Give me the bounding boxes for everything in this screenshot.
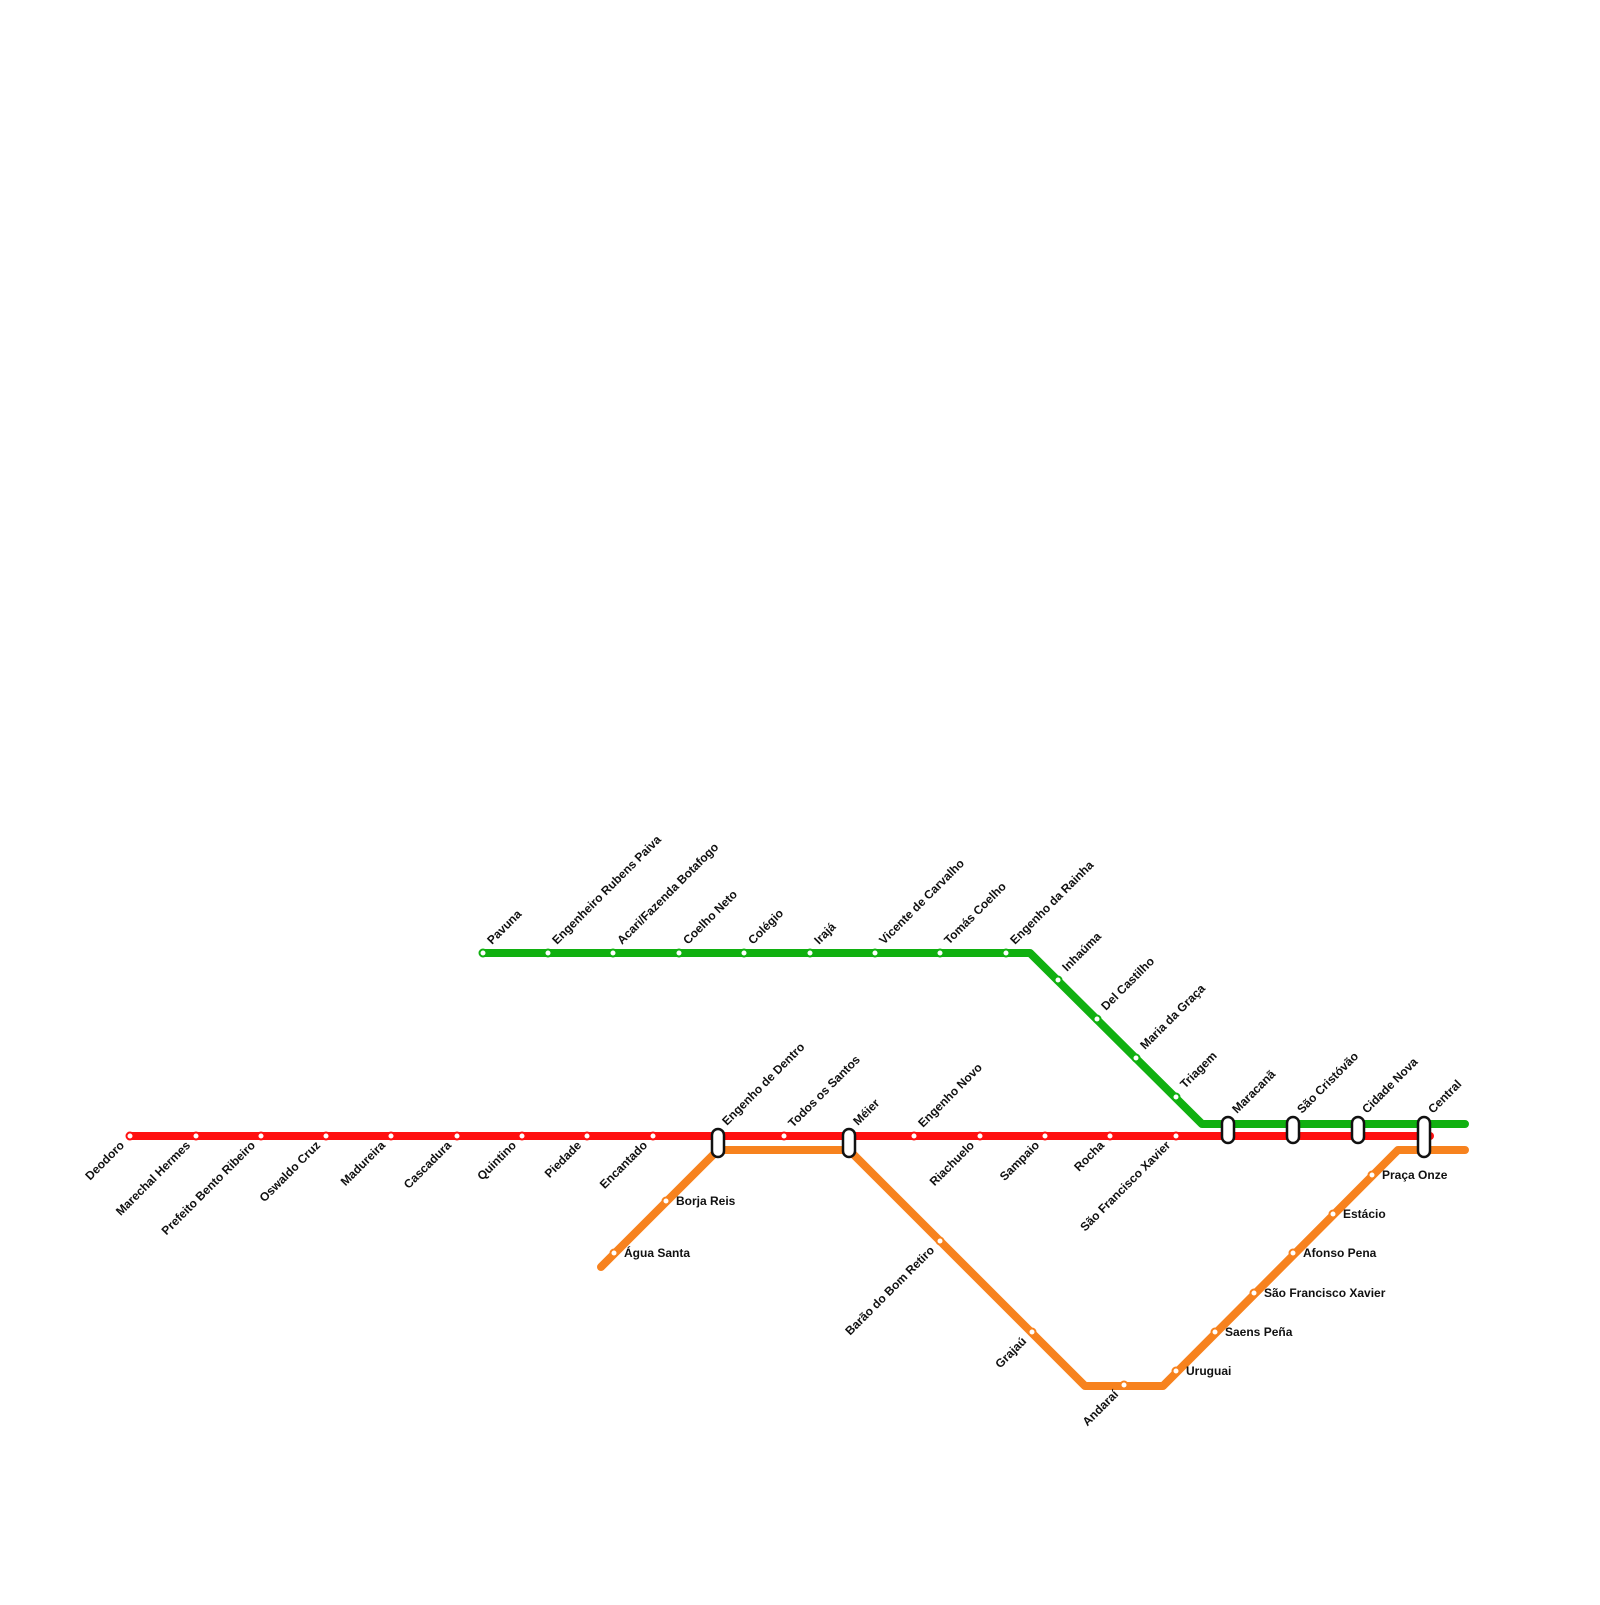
- station-label: Cascadura: [401, 1138, 455, 1192]
- station-label: Andaraí: [1080, 1387, 1122, 1429]
- station: [1171, 1092, 1181, 1102]
- green-line: [479, 949, 1469, 1128]
- station-label: Colégio: [745, 906, 786, 947]
- station-label: Maracanã: [1229, 1067, 1278, 1116]
- station: [386, 1131, 396, 1141]
- station-label: Engenho da Rainha: [1007, 858, 1096, 947]
- station: [1328, 1209, 1338, 1219]
- station-label: Pavuna: [484, 907, 524, 947]
- station-label: Praça Onze: [1382, 1168, 1448, 1182]
- station-label: Central: [1425, 1077, 1464, 1116]
- station-label: Maria da Graça: [1137, 981, 1208, 1052]
- station: [543, 948, 553, 958]
- station-label: Borja Reis: [676, 1194, 736, 1208]
- interchange: [1220, 1115, 1236, 1145]
- station-label: Água Santa: [624, 1245, 690, 1260]
- interchange: [710, 1127, 726, 1159]
- station: [1288, 1248, 1298, 1258]
- station-label: Afonso Pena: [1303, 1246, 1377, 1260]
- station-label: Grajaú: [992, 1334, 1029, 1371]
- station: [1131, 1053, 1141, 1063]
- station: [870, 948, 880, 958]
- station-label: Encantado: [597, 1138, 650, 1191]
- station: [1210, 1327, 1220, 1337]
- station-label: Méier: [850, 1096, 882, 1128]
- station-label: Rocha: [1071, 1138, 1107, 1174]
- station-label: Engenheiro Rubens Paiva: [549, 832, 664, 947]
- station: [191, 1131, 201, 1141]
- station: [1040, 1131, 1050, 1141]
- station: [321, 1131, 331, 1141]
- station-label: Oswaldo Cruz: [257, 1138, 323, 1204]
- station-label: Estácio: [1343, 1207, 1386, 1221]
- station: [1367, 1170, 1377, 1180]
- station-label: Coelho Neto: [680, 887, 740, 947]
- station: [582, 1131, 592, 1141]
- station: [975, 1131, 985, 1141]
- station: [1249, 1288, 1259, 1298]
- station: [674, 948, 684, 958]
- station-label: Tomás Coelho: [941, 879, 1009, 947]
- station: [935, 1236, 945, 1246]
- station: [609, 1248, 619, 1258]
- station-label: Engenho Novo: [915, 1060, 985, 1130]
- station-label: Inhaúma: [1059, 929, 1104, 974]
- station-label: São Cristóvão: [1294, 1049, 1361, 1116]
- station-label: Barão do Bom Retiro: [842, 1243, 937, 1338]
- station-label: Del Castilho: [1098, 954, 1157, 1013]
- station-label: Cidade Nova: [1359, 1055, 1421, 1117]
- interchange: [1416, 1115, 1432, 1159]
- station-label: Madureira: [338, 1138, 389, 1189]
- interchange: [841, 1127, 857, 1159]
- station: [517, 1131, 527, 1141]
- station: [1105, 1131, 1115, 1141]
- station-label: Saens Peña: [1225, 1325, 1293, 1339]
- station: [478, 948, 488, 958]
- station: [909, 1131, 919, 1141]
- station: [805, 948, 815, 958]
- station: [1092, 1014, 1102, 1024]
- station-label: São Francisco Xavier: [1264, 1286, 1386, 1300]
- station: [1171, 1131, 1181, 1141]
- station-label: Quintino: [474, 1138, 519, 1183]
- station: [935, 948, 945, 958]
- station: [661, 1196, 671, 1206]
- station: [452, 1131, 462, 1141]
- station: [125, 1131, 135, 1141]
- orange-line: [597, 1146, 1469, 1390]
- station: [1027, 1327, 1037, 1337]
- station: [648, 1131, 658, 1141]
- station: [779, 1131, 789, 1141]
- station: [256, 1131, 266, 1141]
- station: [1001, 948, 1011, 958]
- station-label: Irajá: [811, 920, 839, 948]
- station-label: Sampaio: [997, 1138, 1042, 1183]
- station: [608, 948, 618, 958]
- station-label: Uruguai: [1186, 1364, 1231, 1378]
- station: [1053, 975, 1063, 985]
- station: [1119, 1380, 1129, 1390]
- interchange: [1285, 1115, 1301, 1145]
- interchange: [1350, 1115, 1366, 1145]
- station: [1171, 1366, 1181, 1376]
- station-label: Piedade: [542, 1138, 585, 1181]
- station-label: Deodoro: [82, 1138, 127, 1183]
- station: [739, 948, 749, 958]
- station-label: Riachuelo: [927, 1138, 977, 1188]
- station-label: Triagem: [1177, 1049, 1219, 1091]
